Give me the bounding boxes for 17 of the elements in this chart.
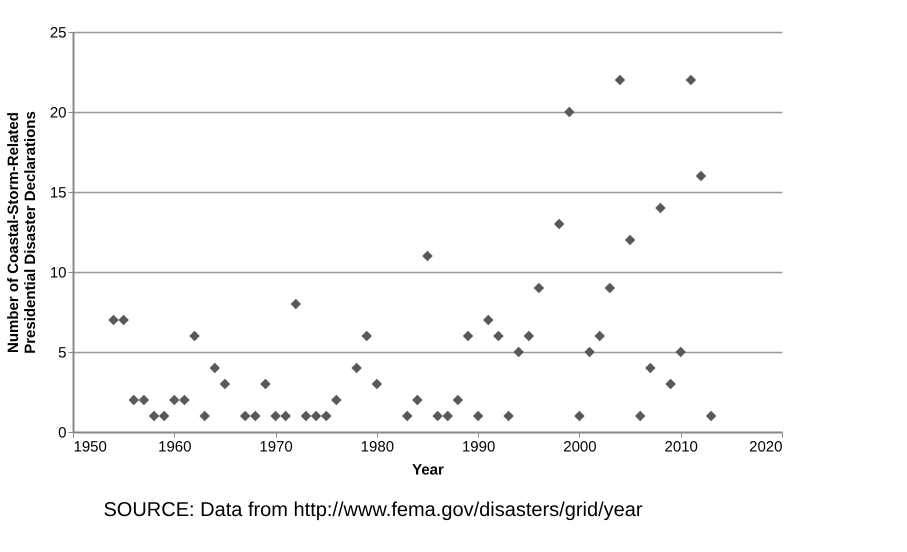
x-tick-label: 2010 [664,438,698,456]
x-tick-label: 2020 [749,438,782,456]
x-tick-label: 1970 [259,438,293,456]
x-tick-label: 1960 [158,438,192,456]
y-axis-title: Number of Coastal-Storm-Related Presidential Disaster Declarations [4,111,39,354]
x-tick-label: 2000 [563,438,597,456]
source-note: SOURCE: Data from http://www.fema.gov/disasters/grid/year [103,499,643,521]
y-tick-label: 15 [50,184,66,202]
x-tick-label: 1990 [462,438,496,456]
y-tick-label: 10 [50,264,66,282]
y-tick-label: 20 [50,104,66,122]
y-tick-label: 0 [58,424,66,442]
x-tick-label: 1980 [360,438,394,456]
y-tick-label: 25 [50,24,66,42]
x-tick-label: 1950 [74,438,107,456]
x-axis-title: Year [412,462,444,478]
y-tick-label: 5 [58,344,66,362]
